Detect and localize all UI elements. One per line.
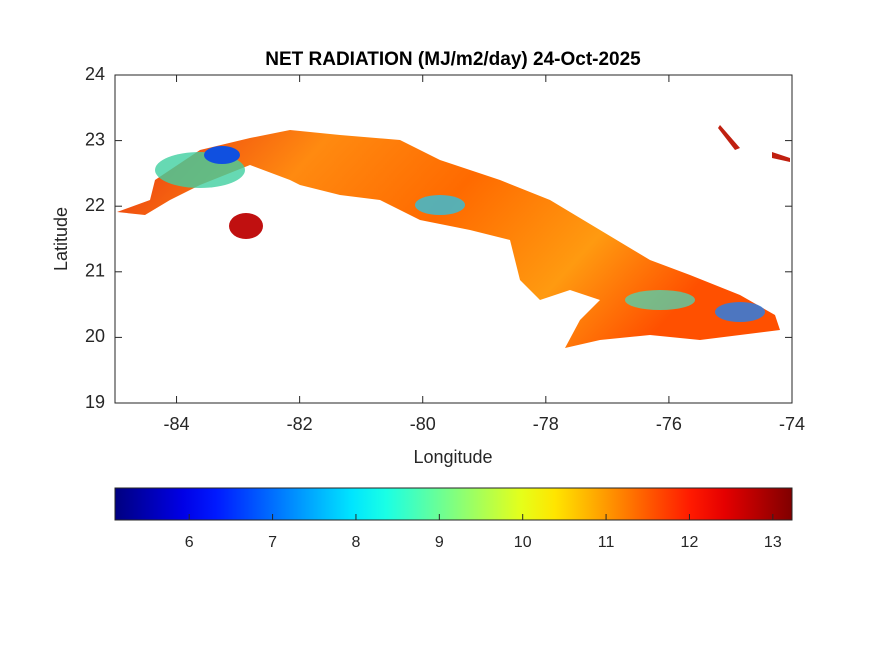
colorbar-tick-label: 12 — [681, 534, 699, 551]
colorbar-tick-label: 11 — [598, 534, 615, 551]
patch — [715, 302, 765, 322]
x-tick-label: -76 — [656, 414, 682, 434]
map-field — [117, 125, 790, 348]
colorbar — [114, 487, 793, 521]
y-tick-label: 19 — [85, 392, 105, 412]
x-tick-label: -78 — [533, 414, 559, 434]
patch — [625, 290, 695, 310]
x-tick-label: -84 — [164, 414, 190, 434]
colorbar-tick-label: 6 — [185, 534, 194, 551]
colorbar-tick-label: 9 — [435, 534, 444, 551]
x-tick-label: -82 — [287, 414, 313, 434]
y-tick-label: 22 — [85, 195, 105, 215]
x-axis-label: Longitude — [413, 447, 492, 467]
axes-box — [114, 74, 793, 404]
y-tick-label: 21 — [85, 261, 105, 281]
island-small — [718, 125, 740, 150]
x-tick-label: -80 — [410, 414, 436, 434]
patch — [204, 146, 240, 164]
chart-title: NET RADIATION (MJ/m2/day) 24-Oct-2025 — [265, 49, 641, 70]
y-tick-label: 24 — [85, 64, 105, 84]
y-tick-label: 23 — [85, 129, 105, 149]
y-axis-label: Latitude — [51, 207, 71, 271]
x-tick-label: -74 — [779, 414, 805, 434]
y-tick-label: 20 — [85, 326, 105, 346]
island-small — [229, 213, 263, 239]
island — [117, 130, 780, 348]
patch — [415, 195, 465, 215]
colorbar-tick-label: 8 — [351, 534, 360, 551]
colorbar-tick-label: 13 — [764, 534, 782, 551]
island-small — [772, 152, 790, 162]
colorbar-tick-label: 7 — [268, 534, 277, 551]
colorbar-tick-label: 10 — [514, 534, 532, 551]
